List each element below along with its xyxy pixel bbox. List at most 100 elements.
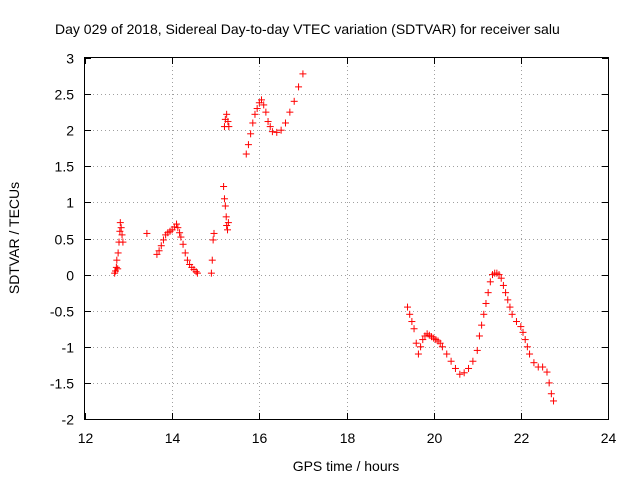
data-point xyxy=(253,105,261,113)
data-point xyxy=(112,263,120,271)
data-point xyxy=(251,110,259,118)
data-point xyxy=(497,274,505,282)
data-point xyxy=(268,128,276,136)
y-tick-label: -0.5 xyxy=(50,304,74,320)
data-point xyxy=(438,343,446,351)
data-point xyxy=(512,318,520,326)
data-points xyxy=(111,70,558,405)
data-point xyxy=(519,328,527,336)
data-point xyxy=(223,110,231,118)
y-tick-label: 3 xyxy=(66,51,74,67)
data-point xyxy=(225,123,233,131)
data-point xyxy=(478,321,486,329)
data-point xyxy=(539,363,547,371)
data-point xyxy=(264,118,272,126)
data-point xyxy=(504,296,512,304)
data-point xyxy=(153,250,161,258)
data-point xyxy=(116,219,124,227)
data-point xyxy=(220,183,228,191)
x-tick-label: 14 xyxy=(165,430,181,446)
data-point xyxy=(482,299,490,307)
data-point xyxy=(183,256,191,264)
data-point xyxy=(443,350,451,358)
y-axis: 3 2.5 2 1.5 1 0.5 0 -0.5 -1 -1.5 -2 xyxy=(50,51,608,428)
x-axis-label: GPS time / hours xyxy=(293,458,400,474)
data-point xyxy=(224,219,232,227)
data-point xyxy=(143,229,151,237)
y-tick-label: 2 xyxy=(66,123,74,139)
x-tick-label: 24 xyxy=(601,430,617,446)
data-point xyxy=(114,265,122,273)
data-point xyxy=(417,343,425,351)
data-point xyxy=(117,224,125,232)
data-point xyxy=(247,130,255,138)
data-point xyxy=(119,238,127,246)
x-tick-label: 16 xyxy=(252,430,268,446)
data-point xyxy=(286,108,294,116)
data-point xyxy=(436,339,444,347)
data-point xyxy=(404,303,412,311)
y-tick-label: 2.5 xyxy=(55,87,75,103)
data-point xyxy=(526,350,534,358)
data-point xyxy=(223,222,231,230)
data-point xyxy=(499,281,507,289)
data-point xyxy=(181,249,189,257)
data-point xyxy=(530,359,538,367)
data-point xyxy=(224,118,232,126)
data-point xyxy=(550,397,558,405)
data-point xyxy=(277,126,285,134)
data-point xyxy=(451,364,459,372)
data-point xyxy=(290,97,298,105)
data-point xyxy=(460,369,468,377)
data-point xyxy=(475,332,483,340)
data-point xyxy=(220,195,228,203)
data-point xyxy=(262,108,270,116)
data-point xyxy=(414,350,422,358)
data-point xyxy=(179,240,187,248)
data-point xyxy=(173,220,181,228)
data-point xyxy=(523,343,531,351)
data-point xyxy=(419,336,427,344)
data-point xyxy=(480,310,488,318)
data-point xyxy=(249,119,257,127)
data-point xyxy=(521,336,529,344)
data-point xyxy=(465,364,473,372)
data-point xyxy=(260,101,268,109)
data-point xyxy=(266,123,274,131)
data-point xyxy=(155,247,163,255)
data-point xyxy=(484,289,492,297)
y-axis-label: SDTVAR / TECUs xyxy=(6,182,22,294)
data-point xyxy=(157,242,165,250)
y-tick-label: -1.5 xyxy=(50,376,74,392)
y-tick-label: -2 xyxy=(62,412,75,428)
data-point xyxy=(210,229,218,237)
data-point xyxy=(543,368,551,376)
x-axis: 12 14 16 18 20 22 24 xyxy=(78,58,617,446)
x-tick-label: 18 xyxy=(340,430,356,446)
chart-title: Day 029 of 2018, Sidereal Day-to-day VTE… xyxy=(55,21,560,37)
data-point xyxy=(192,268,200,276)
data-point xyxy=(299,70,307,78)
data-point xyxy=(406,310,414,318)
data-point xyxy=(244,141,252,149)
data-point xyxy=(176,229,184,237)
data-point xyxy=(412,339,420,347)
data-point xyxy=(410,325,418,333)
data-point xyxy=(408,318,416,326)
data-point xyxy=(506,303,514,311)
y-tick-label: -1 xyxy=(62,340,75,356)
data-point xyxy=(193,269,201,277)
data-point xyxy=(207,269,215,277)
data-point xyxy=(281,119,289,127)
x-tick-label: 12 xyxy=(78,430,94,446)
data-point xyxy=(273,128,281,136)
data-point xyxy=(242,150,250,158)
data-point xyxy=(517,323,525,331)
data-point xyxy=(545,379,553,387)
data-point xyxy=(174,224,182,232)
data-point xyxy=(114,249,122,257)
data-point xyxy=(113,256,121,264)
data-point xyxy=(159,236,167,244)
data-point xyxy=(209,236,217,244)
